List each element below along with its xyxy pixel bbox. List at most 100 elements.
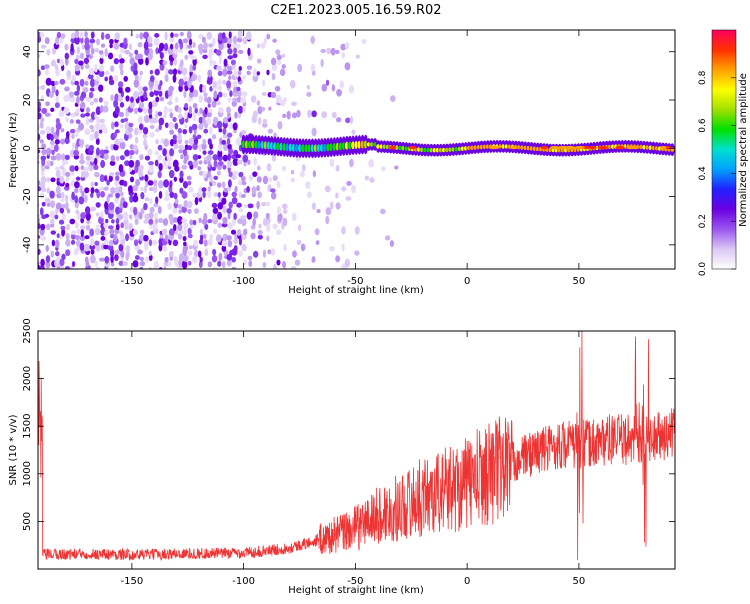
spectrogram-cell [50,160,54,167]
colorbar-tick-label: 0.4 [698,166,708,181]
spectrogram-cell [256,185,260,192]
spectrogram-cell [114,254,119,262]
spectrogram-cell [192,116,196,122]
spectrogram-cell [222,154,229,162]
spectrogram-cell [80,31,84,39]
spectrogram-cell [40,169,45,177]
spectrogram-cell [253,157,257,166]
spectrogram-cell [227,153,231,161]
spectrogram-cell [183,241,187,246]
spectrogram-cell [202,84,207,93]
spectrogram-cell [170,32,174,38]
spectrogram-cell [74,195,79,204]
spectrogram-cell [177,106,182,114]
spectrogram-cell [93,84,99,91]
spectrogram-cell [114,93,119,102]
spectrogram-cell [198,217,202,224]
spectrogram-cell [192,55,197,60]
spectrogram-cell [71,142,76,150]
spectrogram-cell [155,96,160,103]
spectrogram-cell [162,113,167,119]
spectrogram-cell [115,129,120,134]
carrier-hotspot [588,145,597,150]
spectrogram-cell [203,95,208,103]
spectrogram-cell [240,129,247,135]
spectrogram-cell [125,233,129,242]
carrier-hotspot [597,145,608,150]
spectrogram-cell [257,105,263,115]
spectrogram-cell [142,126,149,135]
spectrogram-cell [80,176,86,182]
snr-panel: -150 -100 -50 0 50 500 1000 1500 2000 2500 Heigh… [8,318,676,596]
spectrogram-cell [90,128,95,133]
spectrogram-cell [212,154,219,161]
spectrogram-cell [40,155,47,161]
spectrogram-cell [266,69,270,76]
spectrogram-cell [88,54,93,60]
spectrogram-cell [133,79,140,88]
spectrogram-cell [85,117,90,126]
spectrogram-cell [329,245,335,252]
spectrogram-cell [232,157,239,167]
spectrogram-cell [80,153,84,162]
spectrogram-cell [226,80,232,89]
spectrogram-cell [80,165,85,171]
spectrogram-cell [59,78,66,85]
spectrogram-cell [147,148,153,156]
spectrogram-cell [213,175,219,180]
spectrogram-cell [45,68,49,76]
spectrogram-cell [178,78,185,87]
spectrogram-cell [217,161,224,166]
spectrogram-cell [38,90,40,97]
spectrogram-cell [143,114,150,123]
spectrogram-cell [394,165,399,170]
spectrogram-cell [117,213,124,220]
spectrogram-cell [56,233,60,239]
spectrogram-cell [105,218,109,224]
spectrogram-cell [61,228,66,237]
spectrogram-cell [119,58,125,64]
spectrogram-cell [243,228,248,236]
spectrogram-cell [227,143,232,150]
spectrogram-cell [199,228,204,235]
spectrogram-cell [80,101,86,110]
spectrogram-cell [148,239,153,247]
spectrogram-cell [228,75,232,81]
spectrogram-cell [154,33,160,38]
spectrogram-cell [227,55,234,60]
spectrogram-cell [238,171,244,178]
spectrogram-cell [198,34,204,39]
spectrogram-cell [110,219,115,224]
spectrogram-cell [164,31,168,41]
spectrogram-cell [138,74,142,82]
spectrogram-cell [310,63,316,72]
spectrogram-cell [105,70,110,76]
spectrogram-cell [158,117,165,126]
spectrogram-cell [369,177,375,183]
spectrogram-cell [272,223,278,230]
spectrogram-cell [198,116,204,124]
spectrogram-cell [128,52,133,58]
spectrogram-cell [55,36,60,46]
spectrogram-cell [134,49,139,55]
spectrogram-cell [80,225,86,230]
spectrogram-cell [268,106,272,111]
spectrogram-cell [118,260,124,266]
spectrogram-cell [184,124,188,129]
spectrogram-cell [159,96,165,102]
spectrogram-cell [46,187,51,194]
spectrogram-cell [183,76,188,82]
spectrogram-cell [104,255,110,264]
spectrogram-cell [106,195,110,203]
spectrogram-cell [70,239,76,245]
spectrogram-cell [283,243,287,252]
spectrogram-cell [45,147,52,156]
spectrogram-cell [113,233,118,242]
spectrogram-cell [192,267,198,269]
spectrogram-cell [148,218,154,225]
spectrogram-cell [89,124,95,130]
spectrogram-cell [380,208,386,215]
spectrogram-cell [40,236,47,241]
spectrogram-cell [89,244,96,251]
spectrogram-cell [275,49,281,56]
